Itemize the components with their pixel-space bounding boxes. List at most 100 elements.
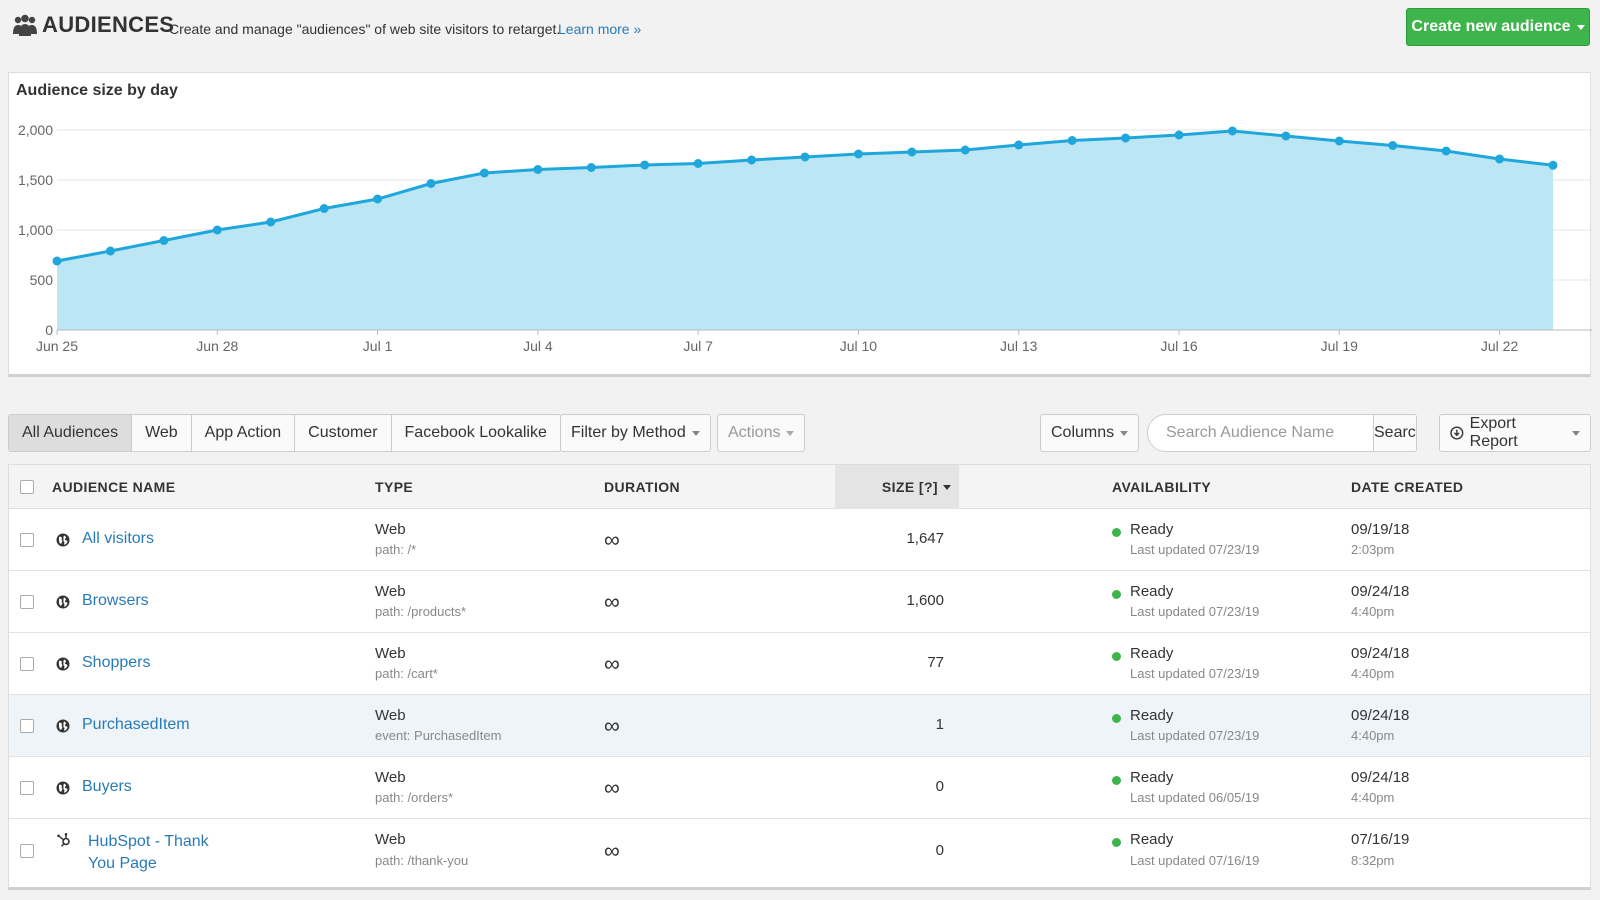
select-all-checkbox[interactable] bbox=[20, 480, 34, 494]
chevron-down-icon bbox=[1572, 430, 1580, 436]
audience-name-link[interactable]: All visitors bbox=[82, 530, 155, 547]
last-updated: Last updated 07/23/19 bbox=[1130, 728, 1260, 743]
audience-size: 0 bbox=[935, 778, 944, 795]
status-dot bbox=[1112, 714, 1121, 723]
column-header-duration[interactable]: DURATION bbox=[604, 479, 681, 495]
column-header-type[interactable]: TYPE bbox=[375, 479, 414, 495]
columns-dropdown[interactable]: Columns bbox=[1040, 414, 1140, 452]
audience-rule: path: /cart* bbox=[375, 666, 438, 681]
search-box: Search bbox=[1147, 414, 1417, 452]
table-header: AUDIENCE NAME TYPE DURATION SIZE [?] AVA… bbox=[9, 465, 1590, 509]
create-audience-label: Create new audience bbox=[1411, 18, 1571, 35]
tab-customer[interactable]: Customer bbox=[295, 415, 392, 451]
audience-rule: event: PurchasedItem bbox=[375, 728, 502, 743]
audience-name-link[interactable]: Buyers bbox=[82, 778, 132, 795]
audience-name-link[interactable]: HubSpot - Thank You Page bbox=[88, 833, 209, 872]
chart-title: Audience size by day bbox=[16, 82, 178, 99]
audience-size: 0 bbox=[935, 842, 944, 859]
export-report-dropdown[interactable]: Export Report bbox=[1439, 414, 1591, 452]
row-checkbox[interactable] bbox=[20, 595, 34, 609]
row-checkbox[interactable] bbox=[20, 533, 34, 547]
tab-app-action[interactable]: App Action bbox=[191, 415, 296, 451]
x-tick-label: Jul 16 bbox=[1160, 338, 1198, 354]
audience-name-link[interactable]: Browsers bbox=[82, 592, 149, 609]
audience-size: 77 bbox=[927, 654, 944, 671]
page-header: AUDIENCES Create and manage "audiences" … bbox=[12, 8, 1590, 48]
data-point bbox=[1014, 140, 1024, 150]
search-button[interactable]: Search bbox=[1373, 415, 1416, 451]
table-row: HubSpot - Thank You Page Web path: /than… bbox=[9, 819, 1590, 883]
time-created: 8:32pm bbox=[1351, 853, 1395, 868]
audience-size-chart: 0 500 1,000 1,500 2,000 Jun 25 Jun 28 Jul 1 Jul … bbox=[8, 72, 1592, 377]
audiences-table: AUDIENCE NAME TYPE DURATION SIZE [?] AVA… bbox=[8, 464, 1591, 890]
date-created: 09/24/18 bbox=[1351, 583, 1410, 600]
audience-name-link[interactable]: PurchasedItem bbox=[82, 716, 190, 733]
hubspot-icon bbox=[57, 833, 70, 847]
filter-by-method-dropdown[interactable]: Filter by Method bbox=[560, 414, 711, 452]
chevron-down-icon bbox=[1120, 430, 1129, 436]
column-header-date-created[interactable]: DATE CREATED bbox=[1351, 479, 1464, 495]
audience-type: Web bbox=[375, 769, 406, 786]
tab-facebook-lookalike[interactable]: Facebook Lookalike bbox=[391, 415, 560, 451]
row-checkbox[interactable] bbox=[20, 844, 34, 858]
table-row: Shoppers Web path: /cart* ∞ 77 Ready Las… bbox=[9, 633, 1590, 695]
time-created: 4:40pm bbox=[1351, 666, 1395, 681]
row-checkbox[interactable] bbox=[20, 719, 34, 733]
data-point bbox=[1441, 146, 1451, 156]
time-created: 4:40pm bbox=[1351, 728, 1395, 743]
globe-icon bbox=[56, 657, 70, 671]
y-tick-label: 1,000 bbox=[18, 222, 53, 238]
audience-type: Web bbox=[375, 583, 406, 600]
status-dot bbox=[1112, 838, 1121, 847]
row-checkbox[interactable] bbox=[20, 781, 34, 795]
data-point bbox=[212, 225, 222, 235]
search-input[interactable] bbox=[1148, 415, 1373, 451]
audience-name-link[interactable]: Shoppers bbox=[82, 654, 151, 671]
audience-type: Web bbox=[375, 521, 406, 538]
y-tick-label: 500 bbox=[30, 272, 54, 288]
chevron-down-icon bbox=[786, 430, 795, 436]
learn-more-link[interactable]: Learn more » bbox=[558, 21, 642, 37]
globe-icon bbox=[56, 533, 70, 547]
last-updated: Last updated 07/23/19 bbox=[1130, 666, 1260, 681]
tab-web[interactable]: Web bbox=[132, 415, 192, 451]
globe-icon bbox=[56, 781, 70, 795]
data-point bbox=[1121, 133, 1131, 143]
column-header-size-label: SIZE [?] bbox=[881, 479, 938, 495]
data-point bbox=[907, 147, 917, 157]
status-dot bbox=[1112, 528, 1121, 537]
actions-dropdown[interactable]: Actions bbox=[717, 414, 806, 452]
column-header-name[interactable]: AUDIENCE NAME bbox=[52, 479, 176, 495]
audience-duration: ∞ bbox=[604, 589, 620, 614]
data-point bbox=[1067, 136, 1077, 145]
x-tick-label: Jun 28 bbox=[196, 338, 238, 354]
tab-all-audiences[interactable]: All Audiences bbox=[9, 415, 133, 451]
x-tick-label: Jul 13 bbox=[1000, 338, 1038, 354]
audience-type-tabs: All Audiences Web App Action Customer Fa… bbox=[8, 414, 561, 452]
data-point bbox=[1174, 130, 1184, 140]
audience-duration: ∞ bbox=[604, 775, 620, 800]
sort-desc-icon bbox=[943, 484, 951, 490]
users-icon bbox=[13, 14, 37, 36]
date-created: 09/24/18 bbox=[1351, 707, 1410, 724]
time-created: 4:40pm bbox=[1351, 790, 1395, 805]
status-text: Ready bbox=[1130, 707, 1174, 724]
data-point bbox=[1334, 136, 1344, 146]
date-created: 07/16/19 bbox=[1351, 831, 1410, 848]
x-tick-label: Jul 7 bbox=[683, 338, 713, 354]
column-header-availability[interactable]: AVAILABILITY bbox=[1112, 479, 1212, 495]
create-audience-button[interactable]: Create new audience bbox=[1406, 8, 1590, 46]
status-text: Ready bbox=[1130, 583, 1174, 600]
page-description: Create and manage "audiences" of web sit… bbox=[169, 21, 561, 37]
time-created: 4:40pm bbox=[1351, 604, 1395, 619]
columns-label: Columns bbox=[1051, 424, 1115, 441]
globe-icon bbox=[56, 595, 70, 609]
status-dot bbox=[1112, 776, 1121, 785]
data-point bbox=[159, 236, 169, 245]
y-tick-label: 1,500 bbox=[18, 172, 53, 188]
data-point bbox=[800, 152, 810, 162]
row-checkbox[interactable] bbox=[20, 657, 34, 671]
actions-label: Actions bbox=[728, 424, 781, 441]
column-header-size[interactable]: SIZE [?] bbox=[835, 465, 959, 509]
data-point bbox=[1495, 154, 1505, 164]
